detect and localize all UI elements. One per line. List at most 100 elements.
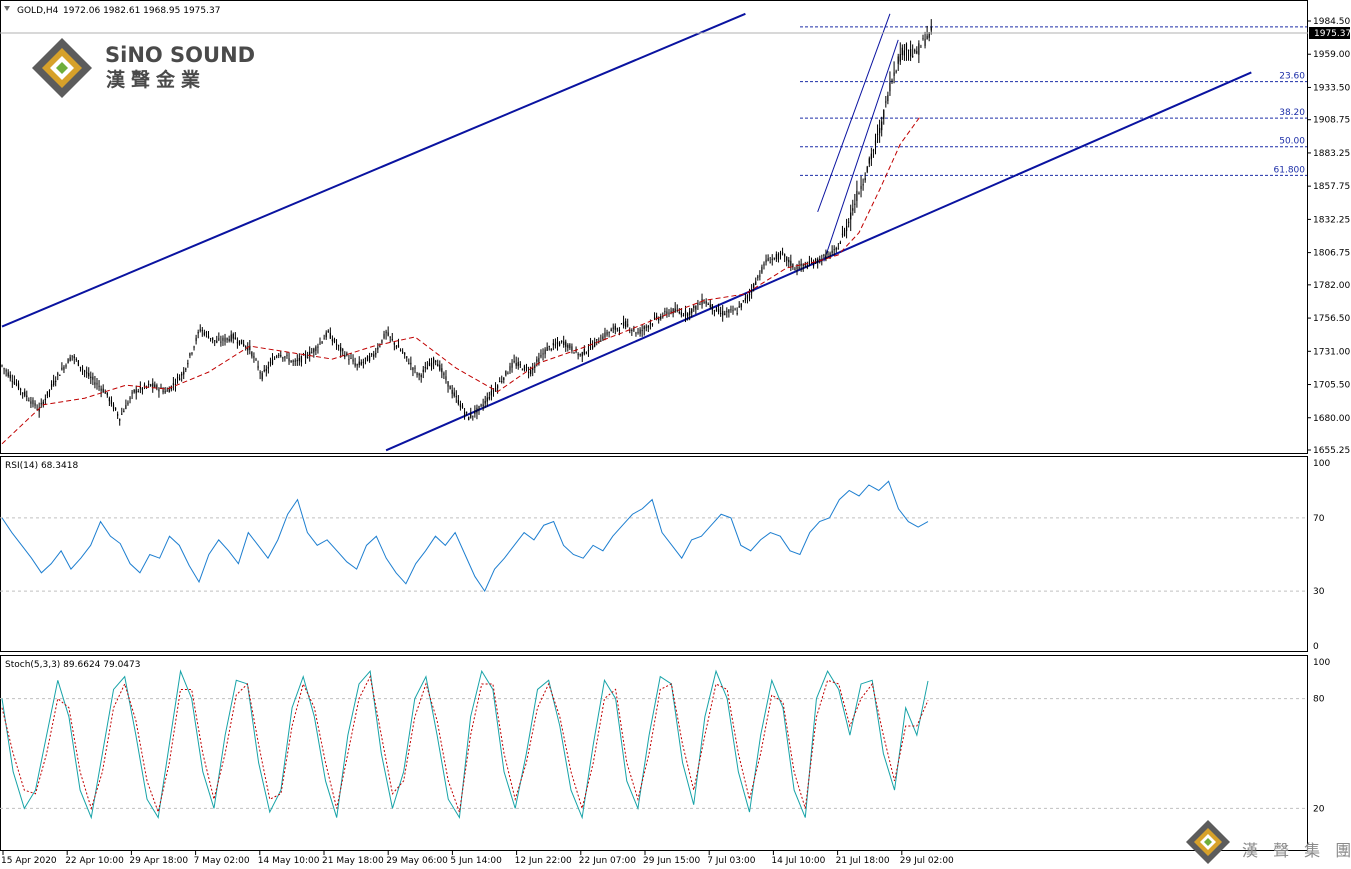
candle-body (583, 348, 585, 355)
candle-body (767, 258, 769, 261)
candle-body (845, 226, 848, 232)
candle-body (214, 340, 216, 342)
price-tick-label: 1655.25 (1313, 446, 1350, 456)
candle-body (71, 355, 73, 357)
candle-body (744, 297, 746, 301)
time-tick-label: 22 Jun 07:00 (579, 856, 636, 866)
rsi-label: RSI(14) 68.3418 (5, 461, 78, 471)
candle-body (207, 335, 210, 339)
candle-body (881, 121, 883, 131)
candle-body (889, 82, 891, 92)
time-tick-label: 7 Jul 03:00 (707, 856, 756, 866)
candle-body (848, 221, 850, 223)
time-tick-label: 29 Jun 15:00 (643, 856, 700, 866)
candle-body (662, 316, 664, 318)
candle-body (556, 341, 559, 345)
candle-body (263, 369, 265, 371)
candle-body (860, 185, 862, 190)
time-tick-label: 5 Jun 14:00 (450, 856, 502, 866)
trend-channel-lines (1, 12, 1252, 452)
candle-body (916, 51, 918, 54)
candle-body (108, 398, 110, 402)
candle-body (887, 95, 889, 102)
candle-body (296, 360, 298, 362)
candle-body (823, 254, 825, 256)
candle-body (63, 366, 65, 370)
candle-body (302, 354, 305, 356)
candle-body (323, 338, 325, 340)
candle-body (808, 261, 811, 264)
candle-body (711, 304, 713, 310)
candle-body (81, 368, 84, 370)
candle-body (713, 310, 716, 312)
candle-body (84, 370, 86, 372)
candle-body (742, 300, 744, 302)
candle-body (746, 294, 749, 299)
candle-body (622, 321, 625, 327)
candle-body (428, 362, 431, 366)
candle-body (344, 354, 346, 358)
candle-body (707, 303, 709, 305)
candle-body (839, 242, 841, 244)
candle-body (527, 371, 530, 373)
candle-body (22, 392, 24, 394)
candle-body (550, 348, 552, 350)
candle-body (152, 383, 154, 387)
candle-body (703, 302, 705, 304)
collapse-arrow-icon[interactable] (4, 6, 10, 11)
candle-body (552, 343, 554, 346)
candle-body (50, 384, 53, 387)
candle-body (722, 311, 724, 316)
candle-body (802, 264, 804, 266)
candle-body (682, 315, 685, 317)
candle-body (730, 309, 732, 311)
candle-body (633, 328, 635, 331)
candle-body (914, 50, 916, 52)
candle-body (606, 331, 608, 335)
candle-body (784, 254, 786, 257)
indicator-tick-label: 30 (1313, 587, 1325, 597)
candle-body (121, 413, 123, 415)
candle-body (404, 352, 406, 355)
candle-body (271, 359, 274, 365)
candle-body (499, 381, 501, 383)
candle-body (668, 312, 670, 315)
candle-body (635, 332, 637, 334)
candle-body (240, 339, 243, 345)
candle-body (216, 340, 218, 343)
candle-body (804, 263, 806, 266)
candle-body (656, 315, 658, 318)
candle-body (672, 308, 674, 314)
candle-body (649, 323, 652, 325)
candle-body (883, 109, 885, 119)
candle-body (488, 397, 490, 399)
candle-body (837, 248, 839, 250)
candle-body (141, 387, 144, 390)
candle-body (44, 398, 46, 401)
candle-body (251, 351, 253, 357)
candle-body (858, 192, 860, 194)
candle-body (154, 384, 156, 388)
candle-body (61, 367, 63, 370)
candle-body (90, 376, 92, 379)
candle-body (300, 355, 303, 363)
candle-body (236, 342, 239, 344)
candle-body (273, 358, 276, 360)
candle-body (684, 310, 687, 316)
candle-body (19, 388, 22, 391)
candle-body (461, 405, 464, 409)
candle-body (573, 352, 575, 354)
candle-body (98, 385, 100, 387)
channel-line (817, 13, 891, 213)
candle-body (337, 345, 340, 347)
candle-body (554, 344, 557, 346)
candle-body (259, 372, 261, 374)
candle-body (864, 178, 866, 181)
candle-body (218, 338, 220, 340)
candle-body (77, 360, 80, 366)
candle-body (666, 311, 668, 315)
time-tick-label: 15 Apr 2020 (1, 856, 57, 866)
price-tick-label: 1731.00 (1313, 347, 1350, 357)
candle-body (876, 133, 879, 135)
candle-body (160, 387, 162, 389)
